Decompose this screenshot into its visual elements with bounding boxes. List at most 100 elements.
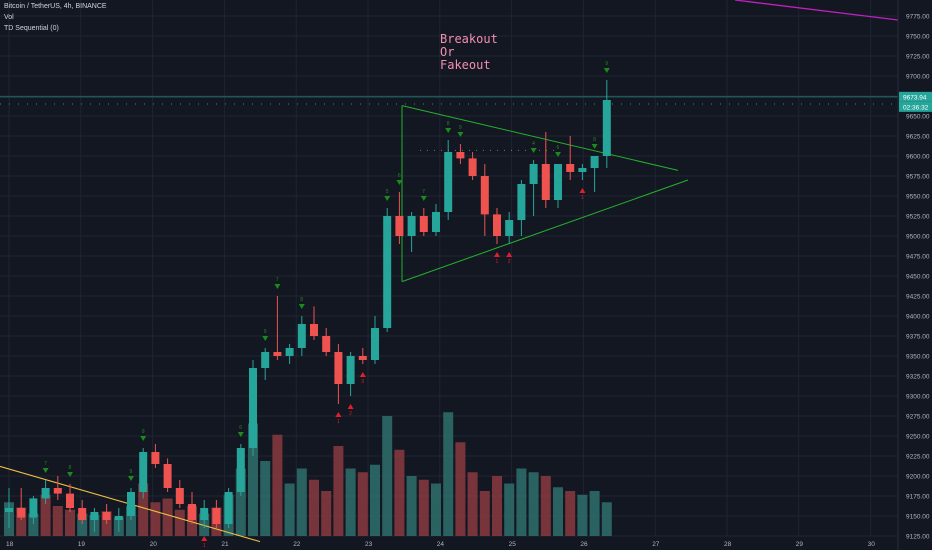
- candle-body: [285, 348, 294, 356]
- candle-body: [322, 336, 331, 352]
- y-tick-label: 9350.00: [906, 354, 930, 361]
- candle-body: [224, 492, 233, 524]
- volume-bar: [138, 483, 149, 536]
- triangle-upper-line: [401, 105, 679, 171]
- candle-body: [29, 498, 38, 518]
- x-tick-label: 22: [293, 541, 301, 548]
- price-tags: 9673.94 02:36:32: [899, 91, 932, 112]
- volume-bar: [248, 423, 258, 536]
- volume-bar: [467, 472, 478, 536]
- td-count-label: 9: [130, 469, 133, 475]
- x-tick-label: 28: [724, 541, 732, 548]
- td-count-label: 7: [44, 461, 47, 467]
- x-tick-label: 21: [221, 541, 229, 548]
- td-buy-arrow: [591, 144, 598, 149]
- candle-body: [200, 508, 209, 520]
- volume-bar: [528, 472, 539, 536]
- y-tick-label: 9175.00: [906, 494, 930, 501]
- td-count-label: 9: [605, 61, 608, 67]
- candle-body: [541, 164, 550, 200]
- td-count-label: 1: [581, 195, 584, 201]
- candlesticks: [5, 80, 611, 532]
- candle-body: [432, 212, 440, 232]
- td-count-label: 8: [300, 297, 303, 303]
- y-tick-label: 9500.00: [906, 234, 930, 241]
- volume-bar: [126, 506, 136, 536]
- candle-body: [602, 100, 611, 156]
- candle-body: [505, 220, 514, 236]
- volume-bar: [150, 502, 161, 536]
- td-buy-arrow: [384, 196, 391, 201]
- x-tick-label: 30: [868, 541, 876, 548]
- volume-bars: [4, 412, 612, 536]
- candle-body: [127, 492, 135, 516]
- td-buy-arrow: [530, 148, 537, 153]
- td-buy-arrow: [237, 432, 244, 437]
- td-buy-arrow: [445, 128, 452, 133]
- volume-bar: [272, 434, 283, 536]
- volume-bar: [357, 472, 368, 536]
- td-buy-arrow: [420, 196, 427, 201]
- last-price-value: 9673.94: [903, 94, 927, 101]
- td-sell-arrow: [201, 536, 208, 541]
- td-count-label: 5: [386, 189, 389, 195]
- candle-body: [480, 176, 489, 215]
- y-tick-label: 9150.00: [906, 514, 930, 521]
- candle-body: [395, 216, 404, 236]
- volume-bar: [40, 494, 51, 536]
- volume-bar: [516, 468, 527, 536]
- volume-bar: [431, 483, 441, 536]
- y-tick-label: 9700.00: [906, 74, 930, 81]
- y-tick-label: 9200.00: [906, 474, 930, 481]
- candle-body: [53, 488, 62, 494]
- candle-body: [151, 452, 160, 464]
- y-tick-label: 9575.00: [906, 174, 930, 181]
- volume-bar: [553, 487, 563, 536]
- breakout-annotation[interactable]: Breakout Or Fakeout: [440, 33, 498, 72]
- y-tick-label: 9325.00: [906, 374, 930, 381]
- candle-body: [297, 324, 306, 348]
- td-sell-arrow: [359, 372, 366, 377]
- td-sell-arrow: [335, 412, 342, 417]
- td-count-label: 8: [593, 137, 596, 143]
- candle-body: [66, 493, 74, 508]
- td-buy-arrow: [42, 468, 49, 473]
- y-tick-label: 9525.00: [906, 214, 930, 221]
- volume-bar: [16, 507, 27, 536]
- candle-body: [517, 184, 526, 220]
- volume-bar: [235, 468, 246, 536]
- price-axis[interactable]: 9775.009750.009725.009700.009675.009650.…: [897, 0, 930, 550]
- y-tick-label: 9550.00: [906, 194, 930, 201]
- candle-body: [358, 356, 367, 360]
- time-axis[interactable]: 18 19 20 21 22 23 24 25 26 27 28 29 30: [6, 541, 875, 548]
- volume-bar: [443, 412, 454, 536]
- td-sell-arrow: [506, 252, 513, 257]
- symbol-title[interactable]: Bitcoin / TetherUS, 4h, BINANCE: [4, 3, 107, 10]
- y-tick-label: 9625.00: [906, 134, 930, 141]
- x-tick-label: 27: [652, 541, 660, 548]
- td-count-label: 2: [349, 411, 352, 417]
- td-buy-arrow: [396, 180, 403, 185]
- y-tick-label: 9725.00: [906, 54, 930, 61]
- volume-bar: [382, 416, 393, 536]
- candle-body: [407, 216, 416, 236]
- volume-bar: [540, 476, 551, 536]
- volume-legend[interactable]: Vol: [4, 14, 14, 21]
- candle-body: [17, 508, 26, 518]
- td-buy-arrow: [128, 476, 134, 481]
- candle-body: [139, 452, 148, 492]
- td-sell-arrow: [347, 404, 354, 409]
- candle-body: [188, 504, 196, 520]
- td-count-label: 3: [361, 379, 364, 385]
- td-count-label: 1: [203, 543, 206, 549]
- candle-body: [163, 464, 172, 488]
- td-count-label: 9: [459, 125, 462, 131]
- td-count-label: 7: [276, 277, 279, 283]
- td-buy-arrow: [140, 436, 147, 441]
- annotation-line-1: Breakout: [440, 32, 498, 46]
- magenta-trendline: [734, 0, 899, 21]
- y-tick-label: 9775.00: [906, 14, 930, 21]
- indicator-legend[interactable]: TD Sequential (0): [4, 25, 59, 32]
- td-buy-arrow: [67, 472, 73, 477]
